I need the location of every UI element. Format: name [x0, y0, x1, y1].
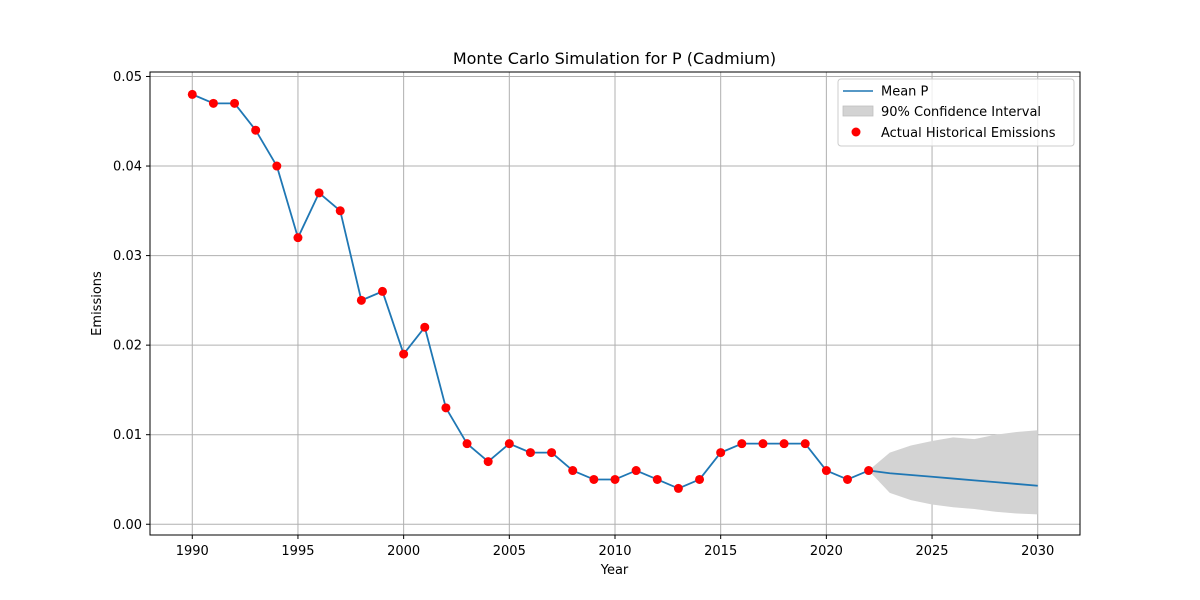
chart-title: Monte Carlo Simulation for P (Cadmium): [453, 49, 776, 68]
actual-emission-point: [483, 457, 493, 467]
actual-emission-point: [356, 295, 366, 305]
actual-points-layer: [187, 89, 874, 493]
actual-emission-point: [293, 233, 303, 243]
x-tick-label: 2015: [704, 544, 737, 559]
legend-box: [837, 78, 1075, 147]
actual-emission-point: [187, 89, 197, 99]
x-tick-label: 1990: [176, 544, 209, 559]
actual-emission-point: [652, 474, 662, 484]
actual-emission-point: [272, 161, 282, 171]
y-tick-label: 0.05: [113, 70, 142, 85]
x-axis-title: Year: [600, 563, 629, 578]
actual-emission-point: [504, 439, 514, 449]
actual-emission-point: [399, 349, 409, 359]
actual-emission-point: [568, 466, 578, 476]
actual-emission-point: [610, 474, 620, 484]
actual-emission-point: [589, 474, 599, 484]
x-tick-label: 1995: [281, 544, 314, 559]
actual-emission-point: [737, 439, 747, 449]
actual-emission-point: [800, 439, 810, 449]
x-tick-label: 2005: [493, 544, 526, 559]
actual-emission-point: [695, 474, 705, 484]
y-tick-label: 0.04: [113, 160, 142, 175]
actual-emission-point: [673, 483, 683, 493]
y-tick-label: 0.03: [113, 249, 142, 264]
actual-emission-point: [314, 188, 324, 198]
x-tick-label: 2025: [915, 544, 948, 559]
y-tick-label: 0.02: [113, 339, 142, 354]
actual-emission-point: [441, 403, 451, 413]
actual-emission-point: [779, 439, 789, 449]
y-axis-ticks: 0.00 0.01 0.02 0.03 0.04 0.05: [113, 70, 150, 533]
actual-emission-point: [758, 439, 768, 449]
actual-emission-point: [716, 448, 726, 458]
confidence-interval-layer: [868, 430, 1038, 515]
grid: [150, 72, 1080, 535]
legend-actual-marker: [851, 127, 861, 137]
legend: Mean P 90% Confidence Interval Actual Hi…: [837, 78, 1075, 147]
y-tick-label: 0.00: [113, 518, 142, 533]
legend-actual-label: Actual Historical Emissions: [881, 126, 1056, 141]
x-tick-label: 2020: [810, 544, 843, 559]
legend-ci-swatch: [842, 105, 874, 117]
legend-ci-label: 90% Confidence Interval: [881, 105, 1041, 120]
actual-emission-point: [335, 206, 345, 216]
x-tick-label: 2030: [1021, 544, 1054, 559]
actual-emission-point: [420, 322, 430, 332]
legend-mean-label: Mean P: [881, 85, 929, 100]
actual-emission-point: [547, 448, 557, 458]
actual-emission-point: [251, 125, 261, 135]
x-tick-label: 2000: [387, 544, 420, 559]
actual-emission-point: [864, 466, 874, 476]
actual-emission-point: [843, 474, 852, 484]
y-tick-label: 0.01: [113, 428, 142, 443]
x-tick-label: 2010: [598, 544, 631, 559]
confidence-interval-band: [868, 430, 1038, 515]
actual-emission-point: [821, 466, 831, 476]
actual-emission-point: [525, 448, 535, 458]
actual-emission-point: [631, 466, 641, 476]
y-axis-title: Emissions: [90, 271, 105, 336]
actual-emission-point: [462, 439, 472, 449]
actual-emission-point: [230, 98, 240, 108]
actual-emission-point: [378, 286, 387, 296]
actual-emission-point: [208, 98, 218, 108]
x-axis-ticks: 1990 1995 2000 2005 2010 2015 2020 2025 2030: [176, 535, 1054, 559]
